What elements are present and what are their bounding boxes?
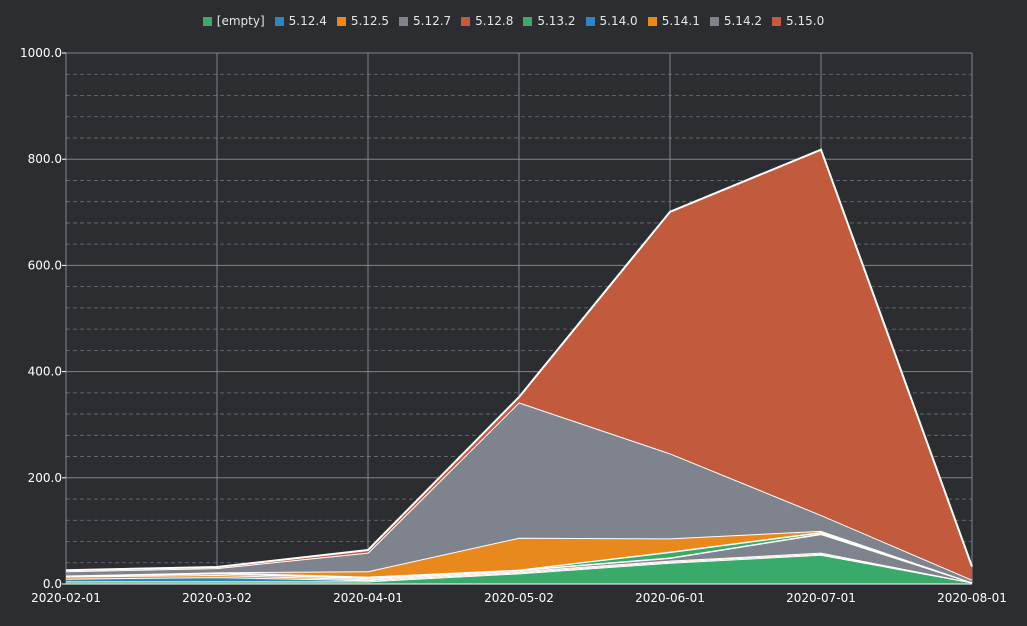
areas [65,148,973,584]
legend-item[interactable]: 5.12.4 [274,14,327,28]
y-tick-label: 400.0 [28,365,62,379]
legend-item[interactable]: 5.12.5 [336,14,389,28]
series-line [65,148,973,572]
area-series [66,402,972,583]
x-tick-label: 2020-06-01 [635,591,705,605]
area-series [66,149,972,580]
x-tick-label: 2020-05-02 [484,591,554,605]
legend-swatch [585,16,595,26]
legend-swatch [399,16,408,26]
y-tick-label: 1000.0 [20,46,62,60]
legend-swatch [461,16,471,26]
legend-label: 5.14.1 [661,14,700,28]
x-tick-label: 2020-03-02 [182,591,252,605]
legend-label: 5.12.8 [475,14,514,28]
legend-item[interactable]: 5.14.0 [585,14,638,28]
x-tick-label: 2020-08-01 [937,591,1007,605]
legend-label: 5.12.5 [350,14,389,28]
legend-item[interactable]: 5.12.7 [399,14,451,28]
area-series [66,532,972,583]
y-tick-label: 0.0 [43,577,62,591]
area-series [66,554,972,584]
axes: 0.0 200.0 400.0 600.0 800.0 1000.0 2020-02-01 2… [20,46,1007,605]
chart-legend: [empty] 5.12.4 5.12.5 5.12.7 5.12.8 5.13.2 5.1… [0,14,1027,28]
legend-item[interactable]: [empty] [202,14,265,28]
legend-label: 5.14.2 [723,14,763,28]
y-tick-label: 200.0 [28,471,62,485]
legend-label: 5.14.0 [599,14,638,28]
legend-swatch [709,16,719,26]
y-tick-label: 600.0 [28,258,62,272]
legend-label: 5.12.7 [413,14,452,28]
legend-item[interactable]: 5.13.2 [523,14,576,28]
legend-swatch [772,16,782,26]
legend-label: 5.13.2 [537,14,576,28]
legend-label: 5.15.0 [786,14,825,28]
legend-item[interactable]: 5.15.0 [772,14,824,28]
legend-item[interactable]: 5.14.2 [709,14,763,28]
x-tick-label: 2020-02-01 [31,591,101,605]
legend-label: 5.12.4 [288,14,327,28]
y-tick-label: 800.0 [28,152,62,166]
legend-swatch [336,16,346,26]
legend-item[interactable]: 5.14.1 [647,14,700,28]
legend-item[interactable]: 5.12.8 [461,14,513,28]
area-series [66,553,972,583]
legend-label: [empty] [216,14,265,28]
x-tick-label: 2020-07-01 [786,591,856,605]
legend-swatch [202,16,212,26]
area-series [66,530,972,583]
legend-swatch [523,16,533,26]
legend-swatch [274,16,284,26]
x-tick-label: 2020-04-01 [333,591,403,605]
legend-swatch [647,16,657,26]
